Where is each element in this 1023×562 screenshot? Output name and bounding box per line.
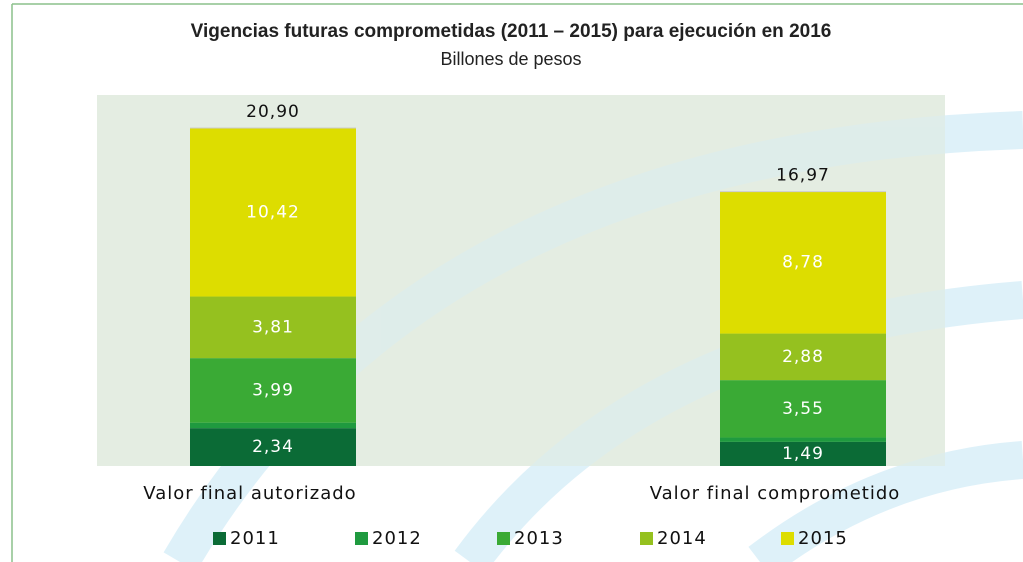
value-label: 1,49 [782,444,824,464]
value-label: 8,78 [782,253,824,273]
bar-segment [720,191,886,334]
bar-segment [190,128,356,297]
legend-swatch [213,532,226,545]
category-label: Valor final autorizado [143,483,356,504]
bar-segment [190,428,356,466]
legend-label: 2015 [798,528,848,549]
legend-label: 2012 [372,528,422,549]
legend-swatch [497,532,510,545]
total-label: 20,90 [246,102,300,122]
value-label: 3,81 [252,317,294,337]
value-label: 2,88 [782,347,824,367]
legend-label: 2013 [514,528,564,549]
value-label: 10,42 [246,202,300,222]
bar-segment [720,437,886,442]
legend-label: 2011 [230,528,280,549]
bar-segment [720,380,886,438]
value-label: 3,55 [782,399,824,419]
chart-subtitle: Billones de pesos [440,49,581,69]
bar-segment [720,441,886,466]
bar-segment [190,296,356,359]
bar-segment [190,422,356,429]
chart-title: Vigencias futuras comprometidas (2011 – … [191,21,832,42]
value-label: 2,34 [252,437,294,457]
legend-swatch [640,532,653,545]
bar-segment [190,358,356,423]
legend-label: 2014 [657,528,707,549]
bar-segment [720,333,886,381]
category-label: Valor final comprometido [650,483,901,504]
value-label: 3,99 [252,380,294,400]
legend-swatch [355,532,368,545]
legend-swatch [781,532,794,545]
total-label: 16,97 [776,166,830,186]
